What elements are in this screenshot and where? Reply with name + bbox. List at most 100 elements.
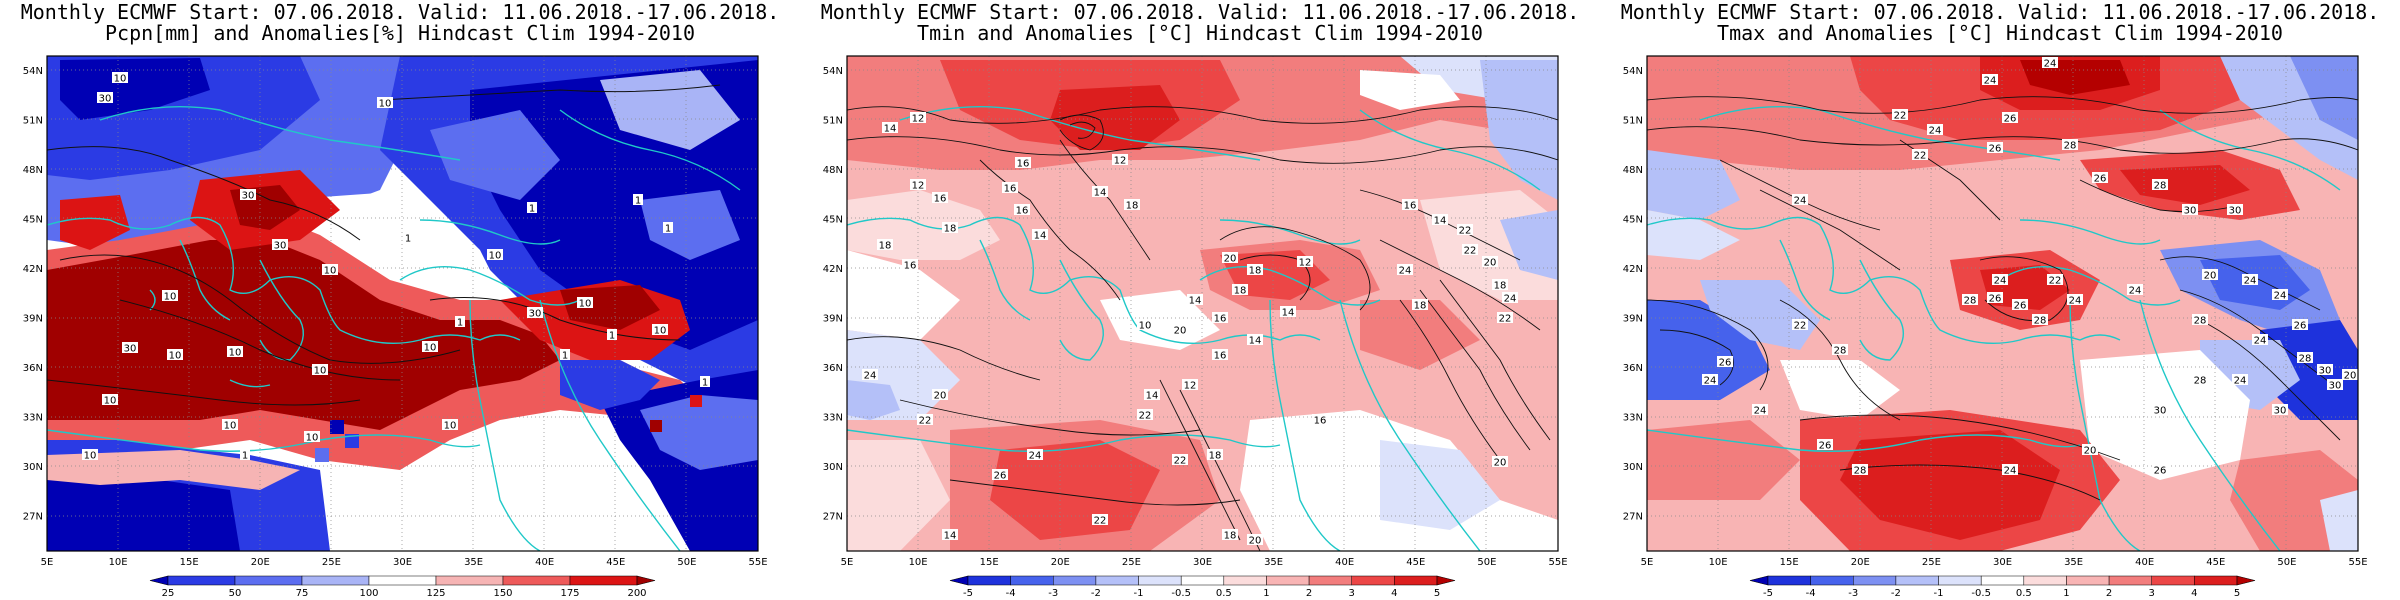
latitude-tick-label: 45N [823,215,843,226]
contour-label: 20 [1494,458,1507,469]
contour-label-bg [917,414,933,425]
contour-label-bg [1032,229,1048,240]
contour-label-bg [2042,57,2058,68]
panel-title-line2: Tmin and Anomalies [°C] Hindcast Clim 19… [917,21,1483,45]
colorbar-segment [2151,575,2195,586]
contour-label: 26 [2294,321,2307,332]
contour-label-bg [2192,374,2208,385]
colorbar-arrow-high [636,575,656,586]
colorbar-tick-label: 5 [2234,588,2240,599]
latitude-tick-label: 33N [23,413,43,424]
contour-label: 24 [1929,126,1942,137]
contour-label-bg [1312,414,1328,425]
contour-label: 24 [1704,376,1717,387]
contour-label-bg [2327,379,2343,390]
contour-label: 10 [84,451,97,462]
contour-label: 20 [1484,258,1497,269]
contour-label-bg [1752,404,1768,415]
colorbar-segment [569,575,638,586]
contour-label-bg [1852,464,1868,475]
contour-label: 16 [1214,314,1227,325]
latitude-tick-label: 33N [1623,413,1643,424]
contour-label-bg [2032,314,2048,325]
contour-label-bg [1992,274,2008,285]
contour-label: 24 [2234,376,2247,387]
colorbar-segment [1980,575,2025,586]
contour-label: 22 [1174,456,1187,467]
contour-label: 20 [2084,446,2097,457]
contour-label-bg [2082,444,2098,455]
contour-label-bg [422,341,438,352]
map-frame [1646,55,2359,552]
contour-label: 10 [169,351,182,362]
latitude-tick-label: 48N [23,165,43,176]
contour-label-bg [1717,356,1733,367]
contour-label-bg [2152,179,2168,190]
contour-label-bg [2192,314,2208,325]
contour-label-bg [1892,109,1908,120]
contour-label-bg [2152,404,2168,415]
colorbar-tick-label: 75 [296,588,309,599]
contour-label-bg [1912,149,1928,160]
colorbar-tick-label: -3 [1048,588,1058,599]
colorbar-tick-label: -5 [1763,588,1773,599]
longitude-axis: 5E 10E 15E 20E 25E 30E 35E 40E 45E 50E 55E [1641,557,2368,568]
contour-label-bg [442,419,458,430]
contour-label-bg [1402,199,1418,210]
contour-label-bg [1462,244,1478,255]
contour-label: 24 [2274,291,2287,302]
contour-label-bg [607,329,617,340]
contour-label: 18 [1414,301,1427,312]
panel-title-line1: Monthly ECMWF Start: 07.06.2018. Valid: … [820,0,1580,24]
colorbar-arrow-low [1749,575,1769,586]
contour-label: 16 [934,194,947,205]
contour-label-bg [1232,284,1248,295]
contour-label-bg [1137,319,1153,330]
colorbar-tick-label: 3 [1349,588,1355,599]
contour-label-bg [2292,319,2308,330]
contour-label-bg [1492,456,1508,467]
contour-label: 16 [904,261,917,272]
contour-label-bg [2012,299,2028,310]
contour-label: 28 [2064,141,2077,152]
contour-label: 1 [702,378,708,389]
longitude-tick-label: 35E [1264,557,1283,568]
colorbar-segment [1266,575,1310,586]
longitude-tick-label: 55E [2348,557,2367,568]
contour-label: 18 [944,224,957,235]
contour-label-bg [1112,154,1128,165]
contour-label: 18 [879,241,892,252]
contour-label: 26 [1819,441,1832,452]
colorbar-tick-label: 4 [2191,588,2197,599]
panel-tmax: Monthly ECMWF Start: 07.06.2018. Valid: … [1600,0,2400,600]
colorbar: -5 -4 -3 -2 -1 -0.5 0.5 1 2 3 4 5 [1749,575,2256,599]
contour-label: 14 [1434,216,1447,227]
latitude-tick-label: 36N [1623,363,1643,374]
contour-label: 30 [99,94,112,105]
contour-label: 24 [1029,451,1042,462]
colorbar: 25 50 75 100 125 150 175 200 [149,575,656,599]
longitude-tick-label: 35E [2064,557,2083,568]
colorbar-tick-label: -5 [963,588,973,599]
latitude-tick-label: 30N [1623,462,1643,473]
contour-label: 16 [1404,201,1417,212]
contour-label: 24 [1994,276,2007,287]
colorbar-tick-label: -2 [1891,588,1901,599]
contour-label-bg [272,239,288,250]
longitude-tick-label: 5E [1641,557,1654,568]
contour-label-bg [122,342,138,353]
contour-label-bg [2252,334,2268,345]
contour-lines [1647,96,2358,501]
coastlines [47,105,741,551]
contour-label-bg [1212,312,1228,323]
contour-label: 28 [2194,316,2207,327]
contour-label: 26 [2004,114,2017,125]
contour-label-bg [2092,172,2108,183]
colorbar-tick-label: 200 [627,588,646,599]
contour-label: 16 [1214,351,1227,362]
colorbar-tick-label: -2 [1091,588,1101,599]
contour-label-bg [312,364,328,375]
